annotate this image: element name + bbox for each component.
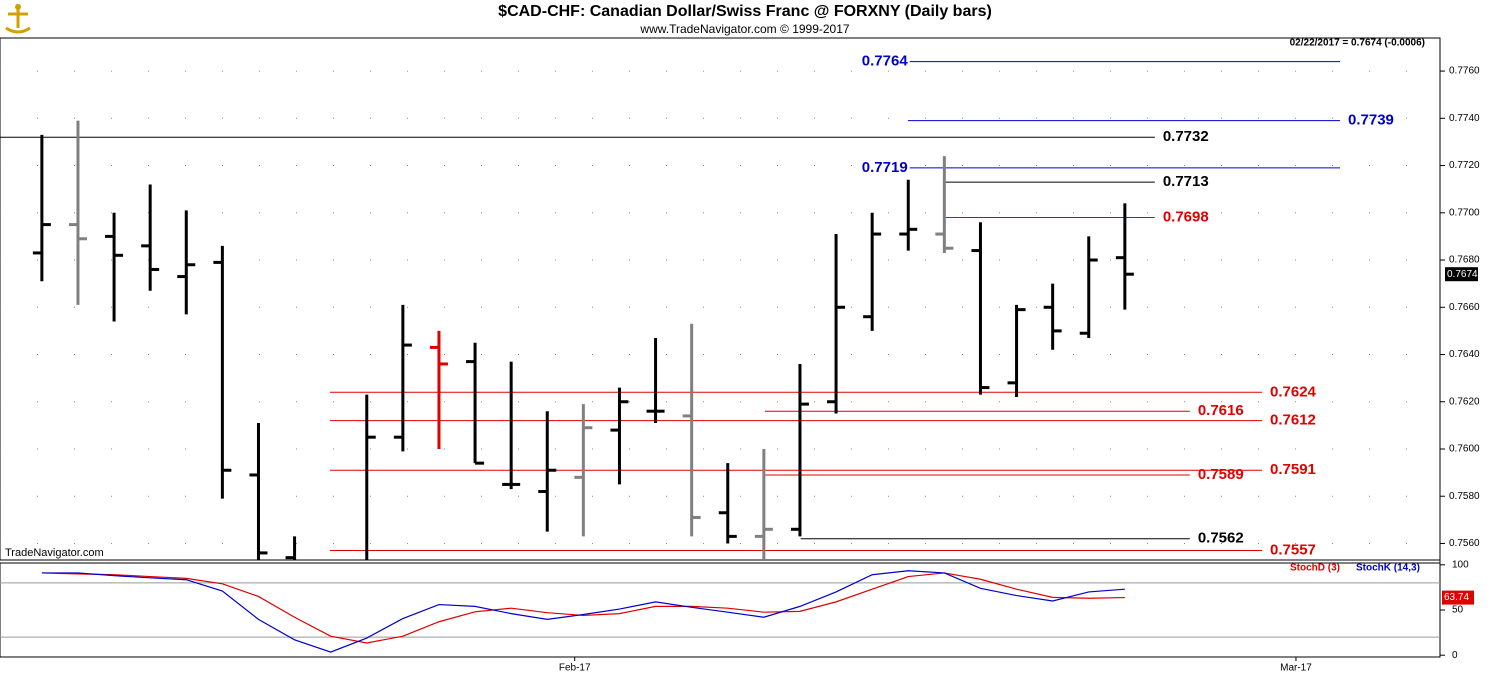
level-label: 0.7557 [1270,542,1316,559]
y-tick-label: 50 [1452,605,1464,616]
level-label: 0.7739 [1348,112,1394,129]
level-label: 0.7616 [1198,402,1244,419]
level-label: 0.7719 [862,159,908,176]
logo [3,2,33,34]
last-price-box [1445,267,1478,282]
level-label: 0.7764 [862,53,909,70]
y-tick-label: 0.7600 [1449,444,1480,455]
y-tick-label: 0.7680 [1449,255,1480,266]
chart-title: $CAD-CHF: Canadian Dollar/Swiss Franc @ … [498,3,992,20]
x-tick-label: Mar-17 [1280,663,1312,674]
price-plot [0,61,1440,560]
x-tick-label: Feb-17 [559,663,591,674]
legend-entry: StochD (3) [1290,563,1340,574]
legend-entry: StochK (14,3) [1356,563,1420,574]
last-value-box [1442,590,1474,605]
y-tick-label: 0.7640 [1449,349,1480,360]
level-label: 0.7589 [1198,466,1244,483]
level-label: 0.7732 [1163,128,1209,145]
y-tick-label: 0.7580 [1449,491,1480,502]
y-tick-label: 0.7560 [1449,538,1480,549]
y-tick-label: 0.7740 [1449,113,1480,124]
y-tick-label: 0.7620 [1449,396,1480,407]
watermark: TradeNavigator.com [5,547,104,559]
last-price-label: 0.7674 [1447,269,1478,280]
stoch-plot [0,570,1440,653]
stoch-line [41,570,1125,653]
level-label: 0.7713 [1163,173,1209,190]
y-tick-label: 0.7720 [1449,160,1480,171]
y-tick-label: 0.7700 [1449,207,1480,218]
last-value-label: 63.74 [1444,592,1469,603]
level-label: 0.7624 [1270,383,1317,400]
level-label: 0.7591 [1270,461,1316,478]
status-text: 02/22/2017 = 0.7674 (-0.0006) [1290,38,1425,49]
level-label: 0.7562 [1198,530,1244,547]
y-tick-label: 0.7760 [1449,66,1480,77]
level-label: 0.7698 [1163,208,1209,225]
y-tick-label: 0.7660 [1449,302,1480,313]
chart-subtitle: www.TradeNavigator.com © 1999-2017 [639,22,849,36]
y-tick-label: 100 [1452,559,1469,570]
y-tick-label: 0 [1452,650,1458,661]
level-label: 0.7612 [1270,412,1316,429]
